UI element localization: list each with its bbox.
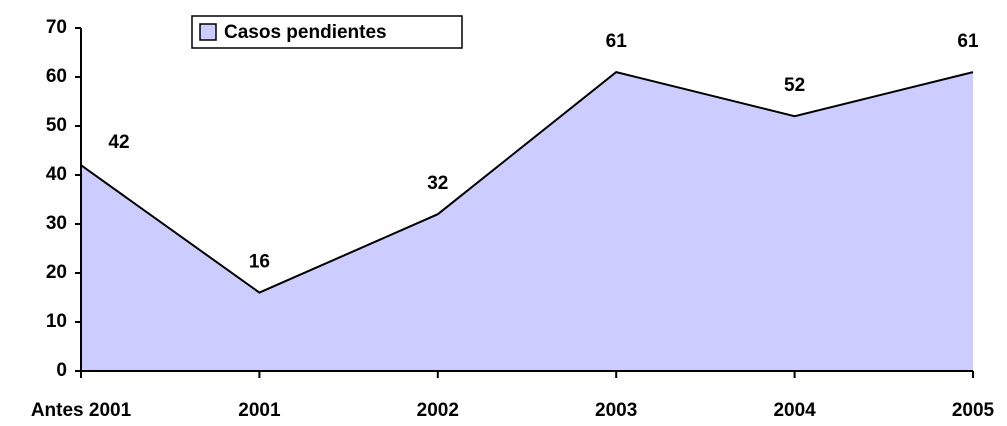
y-tick-label: 30 bbox=[46, 213, 67, 234]
y-tick-label: 40 bbox=[46, 164, 67, 185]
x-tick-label: 2005 bbox=[952, 400, 995, 421]
data-label: 52 bbox=[784, 75, 805, 96]
y-tick-label: 20 bbox=[46, 262, 67, 283]
area bbox=[81, 72, 973, 371]
data-label: 32 bbox=[427, 173, 448, 194]
y-tick-label: 50 bbox=[46, 115, 67, 136]
legend-swatch bbox=[199, 23, 217, 41]
legend-label: Casos pendientes bbox=[224, 22, 387, 43]
data-label: 61 bbox=[957, 31, 979, 52]
data-label: 42 bbox=[108, 132, 129, 153]
x-tick-label: 2004 bbox=[773, 400, 816, 421]
y-tick-label: 10 bbox=[46, 311, 67, 332]
y-tick-label: 60 bbox=[46, 66, 67, 87]
y-tick-label: 0 bbox=[56, 360, 67, 381]
x-tick-label: Antes 2001 bbox=[31, 400, 132, 421]
data-label: 61 bbox=[606, 31, 628, 52]
x-tick-label: 2002 bbox=[417, 400, 459, 421]
legend-box bbox=[191, 15, 463, 49]
data-label: 16 bbox=[249, 252, 270, 273]
x-tick-label: 2001 bbox=[238, 400, 281, 421]
x-tick-label: 2003 bbox=[595, 400, 637, 421]
area-line bbox=[80, 71, 974, 294]
y-tick-label: 70 bbox=[46, 17, 67, 38]
